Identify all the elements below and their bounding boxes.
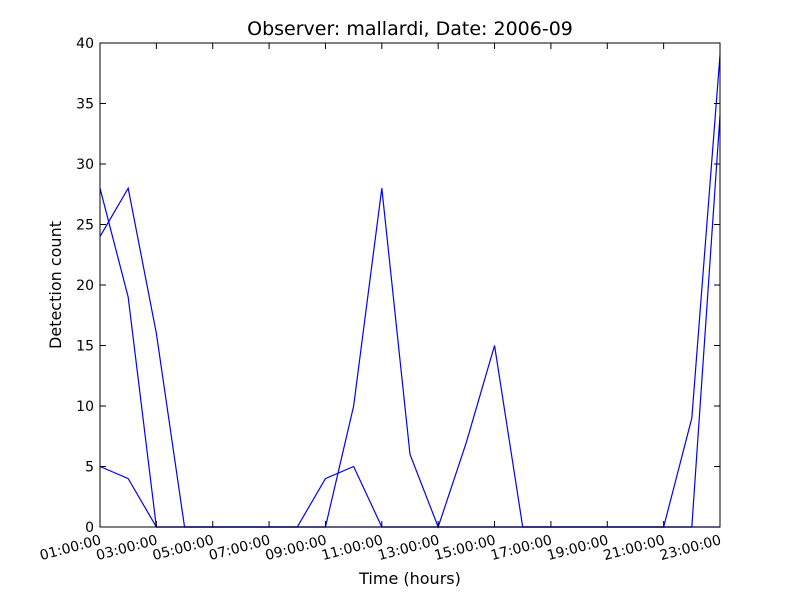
y-tick-label: 20	[76, 278, 94, 294]
x-tick-label: 15:00:00	[433, 532, 498, 564]
y-tick-label: 25	[76, 218, 94, 234]
x-tick-label: 13:00:00	[376, 532, 441, 564]
y-ticks: 0 5 10 15 20 25 30 35 40	[76, 36, 720, 536]
series-layer	[99, 55, 721, 529]
chart-title: Observer: mallardi, Date: 2006-09	[247, 18, 573, 40]
series-line-1	[99, 55, 721, 529]
y-axis-label: Detection count	[46, 221, 65, 349]
x-tick-label: 23:00:00	[658, 532, 723, 564]
x-tick-label: 17:00:00	[489, 532, 554, 564]
x-tick-label: 21:00:00	[602, 532, 667, 564]
y-tick-label: 10	[76, 399, 94, 415]
x-tick-label: 07:00:00	[207, 532, 272, 564]
y-tick-label: 15	[76, 339, 94, 355]
series-line-3	[99, 465, 720, 528]
x-tick-label: 19:00:00	[545, 532, 610, 564]
y-tick-label: 30	[76, 157, 94, 173]
x-ticks: 01:00:0003:00:0005:00:0007:00:0009:00:00…	[38, 43, 723, 564]
x-tick-label: 03:00:00	[95, 532, 160, 564]
y-tick-label: 40	[76, 36, 94, 52]
x-tick-label: 11:00:00	[320, 532, 385, 564]
x-tick-label: 09:00:00	[264, 532, 329, 564]
plot-frame	[99, 42, 721, 528]
x-axis-label: Time (hours)	[358, 569, 461, 588]
series-line-2	[99, 115, 721, 528]
x-tick-label: 05:00:00	[151, 532, 216, 564]
y-tick-label: 0	[85, 520, 94, 536]
x-tick-label: 01:00:00	[38, 532, 103, 564]
y-tick-label: 35	[76, 97, 94, 113]
y-tick-label: 5	[85, 460, 94, 476]
